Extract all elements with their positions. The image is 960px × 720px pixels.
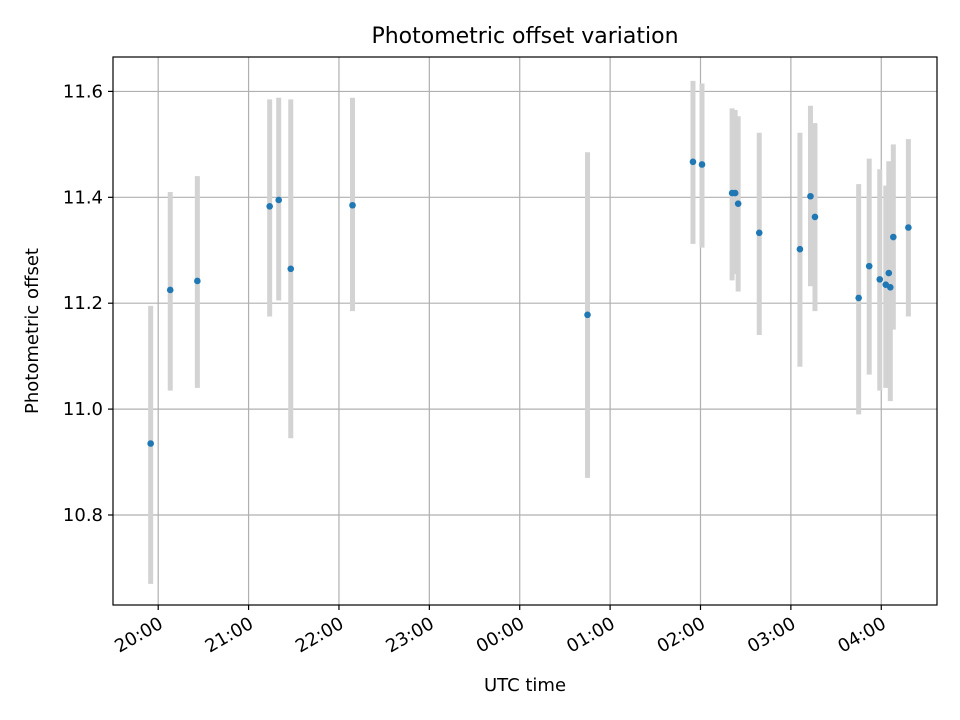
data-point <box>147 440 154 447</box>
x-tick-label: 02:00 <box>654 613 709 657</box>
data-point <box>865 262 873 270</box>
data-point <box>885 269 893 277</box>
x-tick-label: 20:00 <box>111 613 166 657</box>
data-point <box>584 311 591 319</box>
data-point <box>905 224 912 231</box>
y-axis-label: Photometric offset <box>22 248 43 414</box>
y-tick-label: 11.6 <box>63 81 103 102</box>
x-tick-label: 21:00 <box>202 613 257 657</box>
data-point <box>194 277 201 285</box>
y-tick-label: 11.4 <box>63 187 103 208</box>
chart-title: Photometric offset variation <box>371 24 678 49</box>
data-point <box>887 284 894 291</box>
x-axis-label: UTC time <box>484 675 566 696</box>
data-point <box>876 276 884 283</box>
data-point <box>349 201 356 209</box>
data-point <box>755 229 763 237</box>
data-point <box>166 286 174 294</box>
data-point <box>890 233 897 241</box>
x-tick-label: 23:00 <box>382 613 437 657</box>
y-tick-label: 10.8 <box>63 505 103 526</box>
x-tick-label: 01:00 <box>563 613 618 657</box>
plot-frame <box>112 56 938 606</box>
data-point <box>266 203 273 210</box>
y-tick-label: 11.0 <box>63 399 103 420</box>
x-tick-label: 00:00 <box>473 613 528 657</box>
data-point <box>689 158 697 166</box>
data-point <box>734 200 742 207</box>
data-point <box>275 196 283 204</box>
data-point <box>811 213 819 221</box>
data-points <box>147 158 912 447</box>
error-bars <box>148 80 911 584</box>
data-point <box>855 294 862 302</box>
data-point <box>698 161 706 168</box>
data-point <box>807 192 814 200</box>
x-tick-label: 03:00 <box>744 613 799 657</box>
y-axis-ticks: 10.8 11.0 11.2 11.4 11.6 <box>63 81 113 526</box>
data-point <box>287 265 295 273</box>
x-axis-ticks: 20:00 21:00 22:00 23:00 00:00 01:00 02:00 03:00… <box>111 605 890 657</box>
data-point <box>731 189 739 197</box>
x-tick-label: 04:00 <box>834 613 889 657</box>
y-tick-label: 11.2 <box>63 293 103 314</box>
x-tick-label: 22:00 <box>292 613 347 657</box>
data-point <box>796 245 804 253</box>
